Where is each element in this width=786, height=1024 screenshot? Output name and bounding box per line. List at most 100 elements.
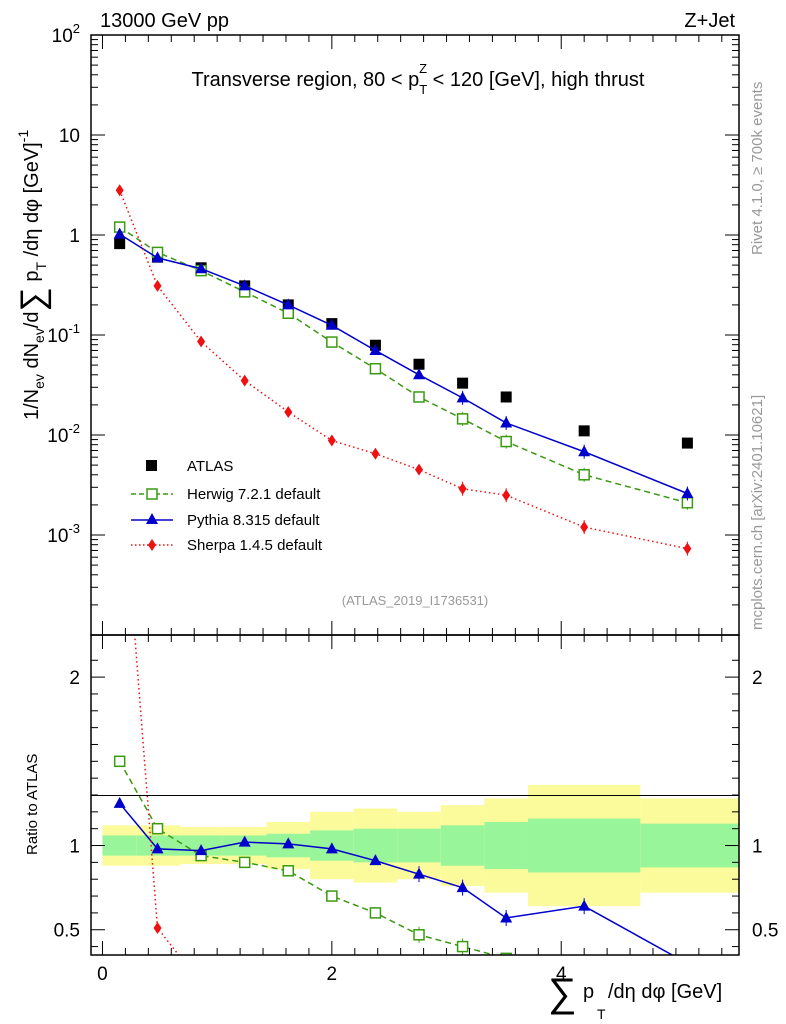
pythia-data-point: [369, 343, 382, 355]
ratio-y-tick-label-right: 1: [752, 837, 763, 858]
atlas-data-point: [681, 437, 693, 449]
band-inner-segment: [640, 823, 739, 868]
sherpa-ratio-point: [415, 993, 423, 1005]
mcplots-text: mcplots.cern.ch [arXiv:2401.10621]: [749, 395, 766, 630]
pythia-data-point: [456, 391, 469, 403]
herwig-ratio-point: [500, 952, 512, 955]
pythia-ratio-point: [578, 899, 591, 911]
svg-text:ATLAS: ATLAS: [187, 458, 233, 475]
sherpa-data-point: [327, 434, 336, 447]
top-y-tick-label: 1: [69, 226, 80, 247]
band-inner-segment: [397, 828, 441, 863]
herwig-ratio-point: [413, 929, 425, 941]
svg-text:1/Nev dNev/d∑ pT /dη dφ [GeV]: 1/Nev dNev/d∑ pT /dη dφ [GeV]-1: [14, 130, 52, 420]
sherpa-data-point: [153, 279, 162, 292]
rivet-version-text: Rivet 4.1.0, ≥ 700k events: [749, 82, 766, 255]
x-tick-label: 0: [97, 964, 108, 985]
legend-pythia: Pythia 8.315 default: [131, 512, 320, 529]
pythia-ratio-point: [413, 867, 426, 879]
pythia-data-point: [500, 416, 513, 428]
pythia-ratio-point: [195, 844, 208, 856]
pythia-data-point: [195, 262, 208, 274]
x-tick-label: 2: [327, 964, 338, 985]
atlas-data-point: [457, 377, 469, 389]
pythia-data-point: [238, 279, 251, 291]
sherpa-data-point: [115, 184, 124, 197]
x-tick-label: 4: [556, 964, 567, 985]
sherpa-data-point: [683, 542, 692, 555]
svg-text:/dη dφ [GeV]: /dη dφ [GeV]: [608, 981, 722, 1003]
sherpa-ratio-point: [197, 978, 205, 990]
analysis-watermark: (ATLAS_2019_I1736531): [342, 593, 488, 608]
ratio-y-tick-label-right: 2: [752, 668, 763, 689]
legend: ATLAS Herwig 7.2.1 default Pythia 8.315 …: [131, 458, 323, 554]
sherpa-data-point: [502, 489, 511, 502]
herwig-data-point: [578, 469, 590, 481]
sherpa-data-point: [371, 447, 380, 460]
ratio-y-tick-label: 2: [69, 668, 80, 689]
top-y-tick-label: 10-1: [47, 321, 80, 347]
atlas-data-point: [413, 358, 425, 370]
pythia-ratio-point: [456, 881, 469, 893]
legend-herwig: Herwig 7.2.1 default: [131, 486, 321, 503]
sherpa-ratio-point: [502, 991, 510, 1003]
atlas-data-point: [114, 238, 126, 250]
sherpa-ratio-point: [459, 993, 467, 1005]
pythia-data-point: [113, 227, 126, 239]
svg-text:Pythia 8.315 default: Pythia 8.315 default: [187, 512, 320, 529]
pythia-data-point: [325, 318, 338, 330]
sherpa-ratio-point: [153, 922, 162, 935]
svg-text:Sherpa 1.4.5 default: Sherpa 1.4.5 default: [187, 537, 323, 554]
pythia-data-point: [578, 445, 591, 457]
header-right: Z+Jet: [684, 10, 735, 32]
pythia-ratio-point: [282, 837, 295, 849]
svg-text:Transverse region, 80 < pTZ <: Transverse region, 80 < pTZ < 120 [GeV],…: [192, 61, 645, 97]
sherpa-data-point: [240, 374, 249, 387]
herwig-data-point: [369, 362, 382, 375]
pythia-data-point: [151, 251, 164, 263]
herwig-data-point: [282, 307, 295, 320]
herwig-ratio-point: [113, 755, 126, 768]
sherpa-ratio-point: [328, 996, 336, 1008]
top-y-tick-label: 10-3: [47, 521, 80, 547]
sherpa-ratio-point: [371, 994, 379, 1006]
x-axis-label: ∑ p T /dη dφ [GeV]: [548, 971, 722, 1022]
pythia-data-point: [681, 487, 694, 499]
ratio-y-tick-label: 1: [69, 837, 80, 858]
svg-text:T: T: [597, 1006, 606, 1022]
top-y-tick-label: 102: [52, 21, 80, 47]
pythia-data-point: [413, 368, 426, 380]
atlas-data-point: [578, 425, 590, 437]
herwig-ratio-curve: [119, 760, 497, 955]
pythia-ratio-point: [238, 835, 251, 847]
herwig-ratio-point: [238, 856, 251, 869]
herwig-ratio-point: [282, 865, 295, 877]
pythia-curve: [119, 233, 688, 495]
sherpa-curve: [118, 190, 688, 550]
top-ylabel: 1/Nev dNev/d∑ pT /dη dφ [GeV]-1: [14, 130, 52, 420]
sherpa-data-point: [197, 335, 206, 348]
top-y-tick-label: 10-2: [47, 421, 80, 447]
sherpa-data-point: [415, 463, 424, 476]
pythia-ratio-point: [113, 796, 126, 808]
atlas-data-point: [500, 391, 512, 403]
sherpa-data-point: [284, 405, 293, 418]
herwig-ratio-point: [456, 940, 469, 953]
herwig-data-point: [326, 336, 338, 348]
ratio-ylabel: Ratio to ATLAS: [24, 754, 41, 855]
pythia-ratio-curve: [119, 802, 674, 955]
pythia-ratio-point: [151, 842, 164, 854]
legend-sherpa: Sherpa 1.4.5 default: [131, 537, 323, 554]
sherpa-ratio-point: [284, 994, 292, 1006]
ratio-y-tick-label: 0.5: [54, 921, 80, 942]
herwig-data-point: [500, 435, 512, 448]
herwig-ratio-point: [579, 962, 589, 972]
band-inner-segment: [484, 821, 528, 870]
pythia-ratio-point: [500, 911, 513, 923]
herwig-data-point: [456, 413, 469, 425]
sherpa-ratio-point: [241, 991, 249, 1003]
pythia-data-point: [282, 298, 295, 310]
herwig-ratio-point: [682, 967, 692, 977]
pythia-ratio-point: [325, 842, 338, 854]
herwig-ratio-point: [151, 822, 164, 835]
